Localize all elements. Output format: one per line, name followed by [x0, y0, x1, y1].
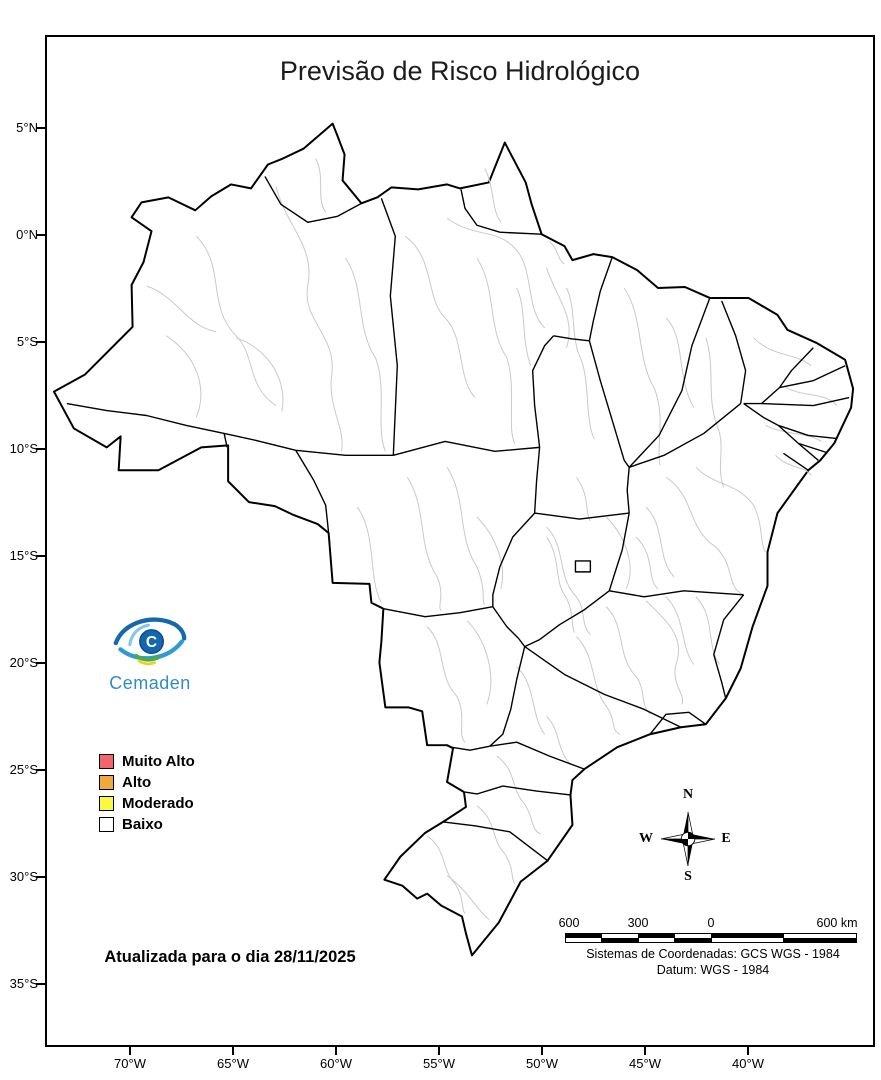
legend-row: Muito Alto	[99, 753, 195, 770]
lat-tick	[36, 876, 45, 878]
legend-label: Moderado	[122, 795, 194, 812]
map-title: Previsão de Risco Hidrológico	[279, 56, 641, 86]
legend-label: Alto	[122, 774, 152, 791]
cemaden-eye-icon: C	[113, 617, 187, 666]
lat-label: 20°S	[9, 655, 38, 670]
scale-bar: 600 300 0 600 km	[559, 916, 858, 943]
legend-swatch-moderado	[99, 796, 114, 811]
lat-tick	[36, 983, 45, 985]
lat-tick	[36, 662, 45, 664]
lat-label: 30°S	[9, 869, 38, 884]
lat-label: 25°S	[9, 762, 38, 777]
lon-label: 40°W	[732, 1056, 764, 1071]
df-square	[574, 560, 592, 573]
lon-tick	[438, 1047, 440, 1055]
scale-bar-graphic	[565, 933, 857, 943]
lon-label: 65°W	[217, 1056, 249, 1071]
logo-wordmark: Cemaden	[109, 673, 191, 693]
state-boundaries	[66, 176, 850, 862]
lon-label: 50°W	[526, 1056, 558, 1071]
map-frame	[45, 35, 875, 1047]
lon-label: 55°W	[423, 1056, 455, 1071]
risk-legend: Muito Alto Alto Moderado Baixo	[99, 753, 195, 837]
lon-tick	[232, 1047, 234, 1055]
legend-swatch-baixo	[99, 817, 114, 832]
compass-letter-w: W	[639, 831, 653, 846]
lat-label: 10°S	[9, 441, 38, 456]
municipality-boundaries	[146, 158, 838, 920]
lon-tick	[541, 1047, 543, 1055]
lon-tick	[644, 1047, 646, 1055]
compass-letter-e: E	[721, 831, 731, 846]
coordinate-system-line2: Datum: WGS - 1984	[656, 963, 770, 978]
legend-label: Muito Alto	[122, 753, 195, 770]
compass-letter-n: N	[682, 787, 694, 802]
legend-row: Baixo	[99, 816, 195, 833]
scale-labels: 600 300 0 600 km	[559, 916, 858, 931]
lat-label: 5°S	[16, 334, 38, 349]
legend-swatch-muito-alto	[99, 754, 114, 769]
lat-tick	[36, 769, 45, 771]
legend-row: Moderado	[99, 795, 195, 812]
legend-swatch-alto	[99, 775, 114, 790]
legend-label: Baixo	[122, 816, 163, 833]
logo-letter: C	[146, 634, 157, 651]
lat-tick	[36, 448, 45, 450]
lat-tick	[36, 127, 45, 129]
scale-label: 600 km	[816, 916, 858, 930]
coordinate-system-note: Sistemas de Coordenadas: GCS WGS - 1984 …	[563, 946, 863, 979]
lat-label: 0°N	[16, 227, 38, 242]
legend-row: Alto	[99, 774, 195, 791]
lat-label: 35°S	[9, 976, 38, 991]
country-outline	[52, 122, 855, 957]
lon-tick	[335, 1047, 337, 1055]
coordinate-system-line1: Sistemas de Coordenadas: GCS WGS - 1984	[586, 947, 840, 961]
compass-rose-icon	[660, 811, 716, 867]
lat-tick	[36, 555, 45, 557]
compass-letter-s: S	[684, 869, 692, 884]
lon-label: 70°W	[114, 1056, 146, 1071]
lat-label: 15°S	[9, 548, 38, 563]
scale-label: 600	[558, 916, 580, 930]
updated-date-text: Atualizada para o dia 28/11/2025	[104, 948, 356, 966]
lon-tick	[129, 1047, 131, 1055]
scale-label: 0	[707, 916, 715, 930]
lat-label: 5°N	[16, 120, 38, 135]
lat-tick	[36, 341, 45, 343]
cemaden-logo: C Cemaden	[92, 612, 208, 694]
scale-label: 300	[627, 916, 649, 930]
lon-label: 45°W	[629, 1056, 661, 1071]
lon-tick	[747, 1047, 749, 1055]
lon-label: 60°W	[320, 1056, 352, 1071]
brazil-map	[52, 122, 855, 957]
lat-tick	[36, 234, 45, 236]
